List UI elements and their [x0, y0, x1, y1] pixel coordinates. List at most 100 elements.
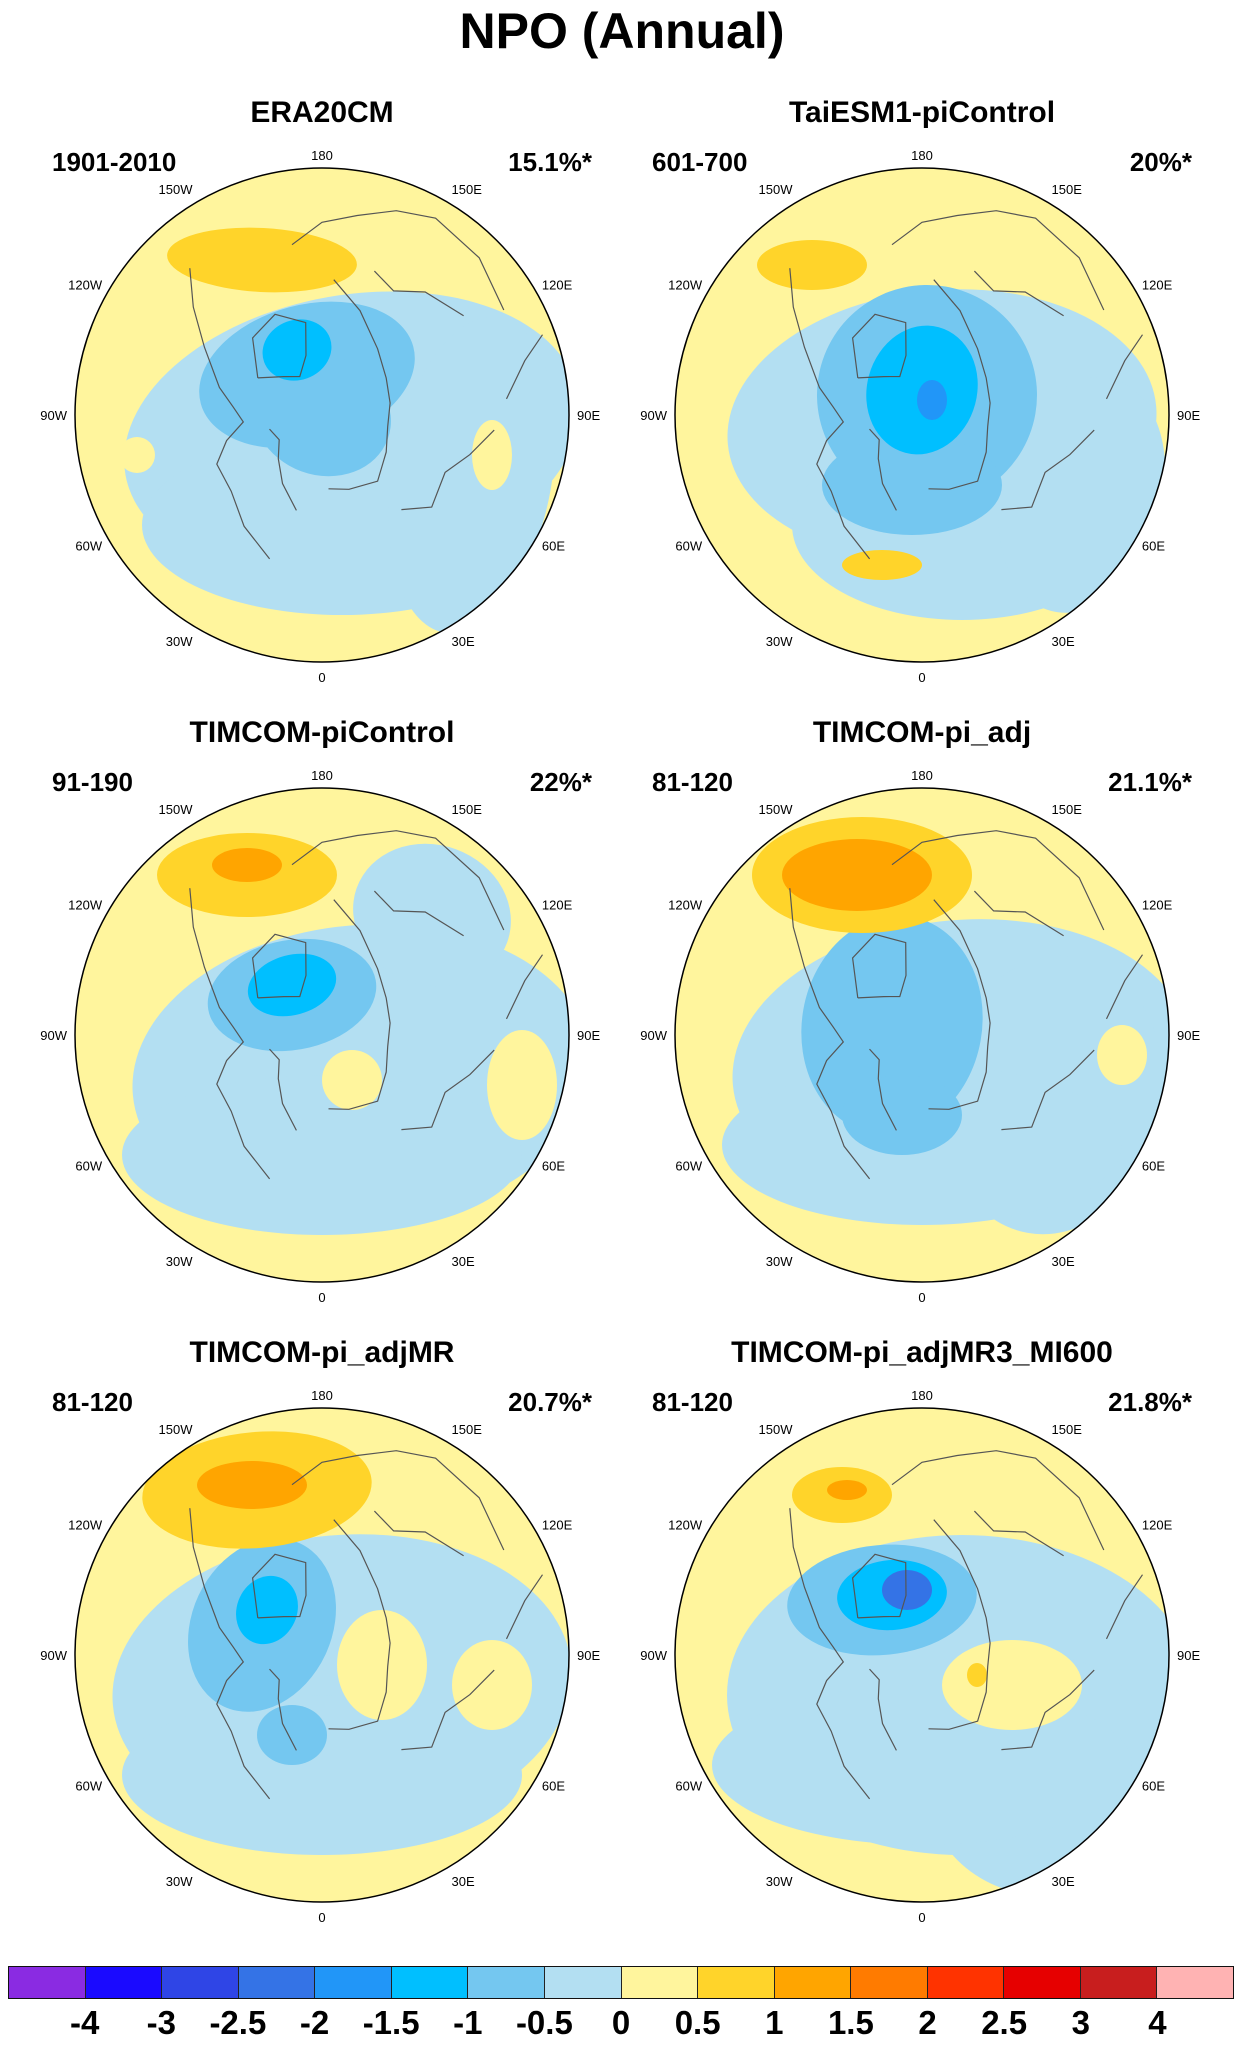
coastline	[869, 1048, 897, 1131]
colorbar-label: 1	[765, 2004, 784, 2041]
coastline	[1001, 1669, 1095, 1751]
longitude-label: 0	[918, 670, 925, 685]
anomaly-contour	[917, 380, 947, 420]
panel-title: TIMCOM-pi_adj	[812, 716, 1032, 749]
coastline	[789, 888, 871, 1180]
coastline	[891, 830, 1105, 931]
anomaly-contour	[842, 1075, 962, 1155]
coastline	[1001, 1049, 1095, 1131]
anomaly-contour	[487, 1030, 557, 1140]
longitude-label: 60E	[1142, 1159, 1165, 1174]
longitude-label: 0	[918, 1290, 925, 1305]
panel-percent: 15.1%*	[508, 147, 592, 177]
longitude-label: 60E	[1142, 1779, 1165, 1794]
longitude-label: 30E	[1052, 1254, 1075, 1269]
coastline	[269, 1048, 297, 1131]
anomaly-contour	[801, 915, 983, 1135]
longitude-label: 90W	[640, 1648, 667, 1663]
panel-period: 81-120	[652, 767, 733, 797]
anomaly-contour	[842, 550, 922, 580]
colorbar-label: -1	[453, 2004, 483, 2041]
anomaly-contour	[322, 1050, 382, 1110]
panel-percent: 22%*	[529, 767, 592, 797]
anomaly-contour	[388, 316, 556, 634]
map-boundary	[74, 787, 570, 1283]
colorbar-label: 1.5	[827, 2004, 874, 2041]
polar-map: 180 150E 120E 90E 60E 30E 0 30W 60W 90W 120W 150W	[40, 768, 600, 1305]
anomaly-contour	[257, 1705, 327, 1765]
coastline	[291, 830, 505, 931]
longitude-label: 150W	[759, 802, 794, 817]
coastline	[1001, 429, 1095, 511]
coastline	[251, 313, 307, 379]
colorbar-swatch	[774, 1967, 852, 1998]
colorbar-label: -4	[69, 2004, 100, 2041]
anomaly-contour	[967, 1663, 987, 1687]
colorbar-label: -1.5	[362, 2004, 420, 2041]
longitude-label: 150E	[452, 182, 483, 197]
anomaly-contour	[337, 1610, 427, 1720]
colorbar-label: -2.5	[209, 2004, 267, 2041]
coastline	[789, 268, 871, 560]
panel-percent: 21.1%*	[1108, 767, 1192, 797]
colorbar-swatch	[544, 1967, 622, 1998]
colorbar-swatch	[391, 1967, 469, 1998]
anomaly-contour	[822, 435, 1002, 535]
coastline	[505, 954, 543, 1020]
longitude-label: 30W	[766, 1254, 793, 1269]
map-boundary	[74, 1407, 570, 1903]
panel-taiesm1-picontrol: TaiESM1-piControl 601-700 20%* 180 150E 12…	[640, 95, 1202, 710]
longitude-label: 30W	[166, 634, 193, 649]
longitude-label: 120W	[668, 898, 703, 913]
anomaly-contour	[757, 240, 867, 290]
longitude-label: 180	[911, 768, 933, 783]
longitude-label: 90W	[640, 1028, 667, 1043]
longitude-label: 150W	[159, 802, 194, 817]
longitude-label: 150E	[452, 1422, 483, 1437]
longitude-label: 30E	[452, 1874, 475, 1889]
anomaly-contour	[212, 848, 282, 882]
panel-era20cm: ERA20CM 1901-2010 15.1%* 180 150E 120E 90E 6…	[40, 95, 602, 710]
longitude-label: 30E	[452, 1254, 475, 1269]
longitude-label: 90W	[640, 408, 667, 423]
longitude-label: 30W	[166, 1254, 193, 1269]
colorbar-label: 3	[1071, 2004, 1090, 2041]
longitude-label: 30W	[766, 1874, 793, 1889]
panel-title: ERA20CM	[250, 96, 394, 129]
longitude-label: 150E	[1052, 182, 1083, 197]
longitude-label: 90E	[577, 408, 600, 423]
longitude-label: 0	[318, 670, 325, 685]
longitude-label: 60W	[675, 539, 702, 554]
figure-title: NPO (Annual)	[459, 3, 785, 59]
colorbar-label: -0.5	[515, 2004, 573, 2041]
anomaly-contour	[942, 1640, 1082, 1730]
longitude-label: 30W	[166, 1874, 193, 1889]
longitude-label: 120E	[1142, 278, 1173, 293]
anomaly-contour	[119, 437, 155, 473]
coastline	[505, 334, 543, 400]
longitude-label: 60W	[75, 539, 102, 554]
coastline	[1105, 1574, 1143, 1640]
longitude-label: 30E	[452, 634, 475, 649]
colorbar-swatch	[1004, 1967, 1081, 1998]
coastline	[269, 428, 297, 511]
colorbar-label: 2.5	[981, 2004, 1028, 2041]
coastline	[851, 313, 907, 379]
longitude-label: 0	[318, 1910, 325, 1925]
coastline	[928, 899, 991, 1110]
coastline	[291, 210, 505, 311]
coastline	[189, 1508, 271, 1800]
anomaly-contour	[122, 1695, 522, 1855]
coastline	[505, 1574, 543, 1640]
panel-timcom-pi-adjmr: TIMCOM-pi_adjMR 81-120 20.7%* 180 150E 120…	[40, 1335, 602, 1950]
colorbar-label: 2	[918, 2004, 937, 2041]
longitude-label: 60W	[675, 1159, 702, 1174]
longitude-label: 90E	[577, 1648, 600, 1663]
longitude-label: 90E	[577, 1028, 600, 1043]
coastline	[373, 890, 464, 937]
panel-period: 1901-2010	[52, 147, 177, 177]
longitude-label: 60W	[75, 1779, 102, 1794]
anomaly-contour	[998, 377, 1166, 613]
longitude-label: 120W	[668, 1518, 703, 1533]
anomaly-contour	[882, 1570, 932, 1610]
